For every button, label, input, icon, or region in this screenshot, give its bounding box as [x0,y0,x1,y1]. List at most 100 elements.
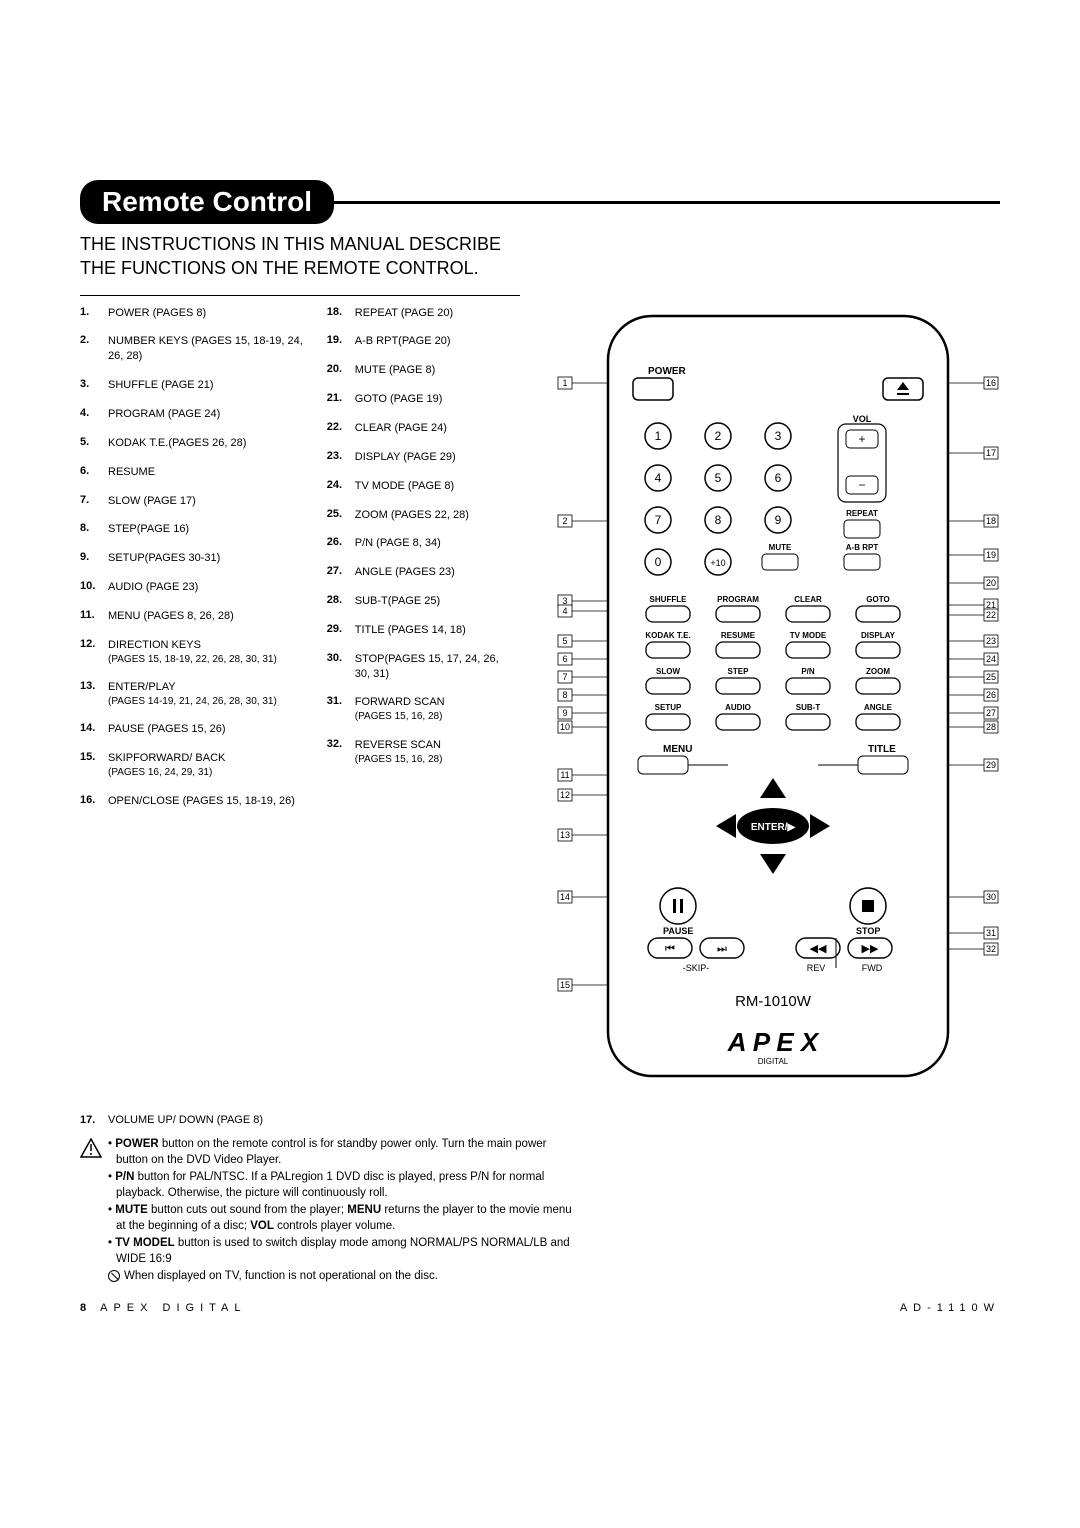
svg-text:ZOOM: ZOOM [866,667,890,676]
svg-text:VOL: VOL [853,414,872,424]
svg-text:8: 8 [562,690,567,700]
remote-svg: POWER 1 2 3 4 5 6 7 8 9 0 + [528,306,1028,1106]
function-item: 25.ZOOM (PAGES 22, 28) [327,508,510,523]
svg-text:−: − [858,478,865,492]
svg-text:22: 22 [986,610,996,620]
svg-text:⏮: ⏮ [665,943,675,955]
warning-icon [80,1138,102,1158]
svg-text:11: 11 [560,770,569,780]
function-item: 20.MUTE (PAGE 8) [327,363,510,378]
svg-text:24: 24 [986,654,996,664]
svg-text:A-B RPT: A-B RPT [846,543,879,552]
svg-text:REPEAT: REPEAT [846,509,878,518]
svg-text:17: 17 [986,448,996,458]
footer-brand: APEX DIGITAL [100,1302,246,1314]
note-pn: • P/N button for PAL/NTSC. If a PALregio… [108,1169,578,1201]
function-item: 32.REVERSE SCAN(PAGES 15, 16, 28) [327,738,510,766]
svg-text:12: 12 [560,790,570,800]
svg-text:+10: +10 [710,558,725,568]
function-item: 30.STOP(PAGES 15, 17, 24, 26, 30, 31) [327,652,510,682]
function-item: 7.SLOW (PAGE 17) [80,494,313,509]
svg-text:31: 31 [986,928,996,938]
svg-text:AUDIO: AUDIO [725,703,751,712]
svg-text:◀◀: ◀◀ [810,943,827,955]
svg-text:20: 20 [986,578,996,588]
svg-text:▶▶: ▶▶ [862,943,879,955]
note-power: • POWER button on the remote control is … [108,1136,578,1168]
function-item: 28.SUB-T(PAGE 25) [327,594,510,609]
svg-text:STEP: STEP [728,667,750,676]
svg-text:9: 9 [562,708,567,718]
svg-text:7: 7 [655,513,662,527]
svg-text:SETUP: SETUP [655,703,682,712]
function-item: 27.ANGLE (PAGES 23) [327,565,510,580]
svg-text:19: 19 [986,550,996,560]
note-mute: • MUTE button cuts out sound from the pl… [108,1202,578,1234]
function-item: 26.P/N (PAGE 8, 34) [327,536,510,551]
svg-text:DISPLAY: DISPLAY [861,631,896,640]
svg-text:5: 5 [562,636,567,646]
function-item: 13.ENTER/PLAY(PAGES 14-19, 21, 24, 26, 2… [80,680,313,708]
header-rule [334,201,1000,204]
svg-text:+: + [858,432,865,446]
svg-text:13: 13 [560,830,570,840]
remote-diagram: POWER 1 2 3 4 5 6 7 8 9 0 + [528,306,1028,1106]
svg-text:GOTO: GOTO [866,595,889,604]
svg-text:9: 9 [775,513,782,527]
svg-text:ENTER/▶: ENTER/▶ [751,822,797,833]
svg-text:ANGLE: ANGLE [864,703,893,712]
page-number: 8 [80,1302,88,1314]
page-footer: 8 APEX DIGITAL AD-1110W [80,1302,1000,1314]
svg-text:28: 28 [986,722,996,732]
footer-model: AD-1110W [900,1302,1000,1314]
svg-text:23: 23 [986,636,996,646]
svg-text:16: 16 [986,378,996,388]
svg-text:4: 4 [655,471,662,485]
svg-text:6: 6 [775,471,782,485]
svg-text:KODAK T.E.: KODAK T.E. [645,631,690,640]
function-item: 4.PROGRAM (PAGE 24) [80,407,313,422]
svg-text:P/N: P/N [801,667,815,676]
function-list-left: 1.POWER (PAGES 8)2.NUMBER KEYS (PAGES 15… [80,306,313,823]
function-item: 12.DIRECTION KEYS(PAGES 15, 18-19, 22, 2… [80,638,313,666]
svg-text:29: 29 [986,760,996,770]
prohibit-icon [108,1270,120,1282]
svg-text:7: 7 [562,672,567,682]
svg-text:25: 25 [986,672,996,682]
svg-text:STOP: STOP [856,926,880,936]
section-subheading: THE INSTRUCTIONS IN THIS MANUAL DESCRIBE… [80,232,1000,281]
function-list-right: 18.REPEAT (PAGE 20) 19.A-B RPT(PAGE 20) 20… [327,306,510,823]
svg-text:0: 0 [655,555,662,569]
svg-text:32: 32 [986,944,996,954]
function-item: 19.A-B RPT(PAGE 20) [327,334,510,349]
svg-text:30: 30 [986,892,996,902]
item-17: 17. VOLUME UP/ DOWN (PAGE 8) [80,1114,1000,1126]
svg-text:18: 18 [986,516,996,526]
svg-text:27: 27 [986,708,996,718]
label-power: POWER [648,366,687,377]
svg-text:SLOW: SLOW [656,667,680,676]
brand-logo: A P E X [727,1027,820,1057]
svg-text:5: 5 [715,471,722,485]
function-item: 3.SHUFFLE (PAGE 21) [80,378,313,393]
function-item: 5.KODAK T.E.(PAGES 26, 28) [80,436,313,451]
function-item: 31.FORWARD SCAN(PAGES 15, 16, 28) [327,695,510,723]
svg-text:TITLE: TITLE [868,744,896,755]
function-item: 18.REPEAT (PAGE 20) [327,306,510,321]
section-header: Remote Control [80,180,1000,224]
svg-text:21: 21 [986,600,996,610]
svg-text:MENU: MENU [663,744,692,755]
divider-line [80,295,520,296]
function-item: 23.DISPLAY (PAGE 29) [327,450,510,465]
function-item: 8.STEP(PAGE 16) [80,522,313,537]
function-item: 1.POWER (PAGES 8) [80,306,313,321]
function-item: 21.GOTO (PAGE 19) [327,392,510,407]
function-item: 11.MENU (PAGES 8, 26, 28) [80,609,313,624]
svg-text:6: 6 [562,654,567,664]
svg-text:1: 1 [655,429,662,443]
svg-text:8: 8 [715,513,722,527]
function-item: 9.SETUP(PAGES 30-31) [80,551,313,566]
svg-text:MUTE: MUTE [769,543,792,552]
function-item: 22.CLEAR (PAGE 24) [327,421,510,436]
svg-text:3: 3 [562,596,567,606]
